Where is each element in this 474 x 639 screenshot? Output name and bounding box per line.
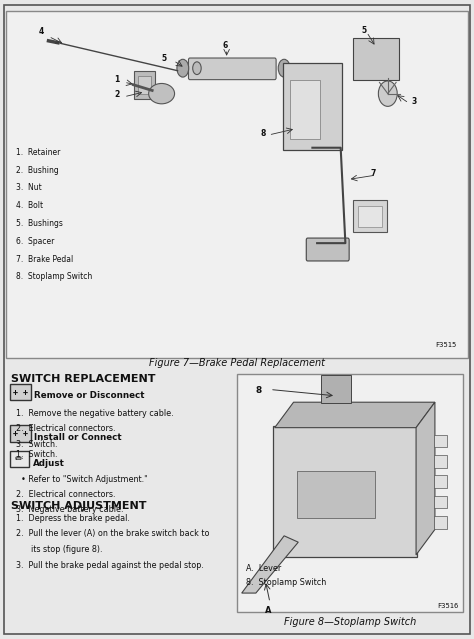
Text: • Refer to "Switch Adjustment.": • Refer to "Switch Adjustment." (16, 475, 147, 484)
Text: F3516: F3516 (437, 603, 458, 609)
FancyBboxPatch shape (435, 496, 447, 509)
FancyBboxPatch shape (435, 455, 447, 468)
Text: 2: 2 (114, 90, 119, 100)
Text: 3.  Nut: 3. Nut (16, 183, 41, 192)
FancyBboxPatch shape (297, 471, 374, 518)
FancyBboxPatch shape (290, 80, 320, 139)
Text: 2.  Pull the lever (A) on the brake switch back to: 2. Pull the lever (A) on the brake switc… (16, 530, 209, 539)
Text: 5: 5 (162, 54, 166, 63)
FancyBboxPatch shape (189, 58, 276, 80)
FancyBboxPatch shape (134, 71, 155, 99)
Text: 2.  Electrical connectors.: 2. Electrical connectors. (16, 424, 115, 433)
Polygon shape (242, 536, 298, 593)
Text: 8: 8 (260, 128, 265, 137)
Text: 3.  Negative battery cable.: 3. Negative battery cable. (16, 505, 123, 514)
FancyBboxPatch shape (137, 77, 151, 95)
Text: 1.  Switch.: 1. Switch. (16, 450, 57, 459)
Text: 3: 3 (411, 96, 416, 106)
Text: 1.  Depress the brake pedal.: 1. Depress the brake pedal. (16, 514, 129, 523)
FancyBboxPatch shape (354, 200, 387, 233)
Ellipse shape (193, 62, 201, 75)
Text: 2.  Bushing: 2. Bushing (16, 166, 58, 174)
Text: ✏: ✏ (15, 454, 23, 464)
Text: 4.  Bolt: 4. Bolt (16, 201, 43, 210)
Text: 4: 4 (39, 27, 44, 36)
Text: 1: 1 (114, 75, 119, 84)
FancyBboxPatch shape (321, 376, 351, 403)
Text: + +: + + (13, 429, 28, 438)
Text: Figure 7—Brake Pedal Replacement: Figure 7—Brake Pedal Replacement (149, 358, 325, 367)
FancyBboxPatch shape (6, 11, 468, 358)
Text: 5: 5 (362, 26, 367, 35)
Ellipse shape (278, 59, 290, 77)
Text: its stop (figure 8).: its stop (figure 8). (16, 545, 102, 555)
FancyBboxPatch shape (354, 38, 399, 80)
Text: Remove or Disconnect: Remove or Disconnect (35, 391, 145, 401)
FancyBboxPatch shape (435, 516, 447, 529)
Text: 7: 7 (371, 169, 376, 178)
Text: 8.  Stoplamp Switch: 8. Stoplamp Switch (246, 578, 327, 587)
Text: 3.  Switch.: 3. Switch. (16, 440, 57, 449)
Ellipse shape (378, 81, 397, 106)
FancyBboxPatch shape (10, 425, 31, 442)
Text: 8: 8 (256, 387, 262, 396)
Ellipse shape (149, 84, 174, 104)
Text: 5.  Bushings: 5. Bushings (16, 219, 63, 228)
FancyBboxPatch shape (306, 238, 349, 261)
Text: A.  Lever: A. Lever (246, 564, 282, 573)
Text: 1.  Retainer: 1. Retainer (16, 148, 60, 157)
Text: F3515: F3515 (435, 342, 456, 348)
Text: 6: 6 (223, 42, 228, 50)
Text: Adjust: Adjust (33, 459, 64, 468)
Text: 8.  Stoplamp Switch: 8. Stoplamp Switch (16, 272, 92, 281)
FancyBboxPatch shape (10, 384, 31, 400)
Text: A: A (265, 606, 272, 615)
Polygon shape (416, 402, 435, 555)
FancyBboxPatch shape (435, 435, 447, 447)
Text: Install or Connect: Install or Connect (35, 433, 122, 442)
Text: 1.  Remove the negative battery cable.: 1. Remove the negative battery cable. (16, 408, 173, 417)
FancyBboxPatch shape (237, 374, 463, 612)
FancyBboxPatch shape (283, 63, 342, 150)
FancyBboxPatch shape (10, 450, 29, 467)
Text: 6.  Spacer: 6. Spacer (16, 237, 54, 246)
Ellipse shape (177, 59, 189, 77)
Text: 7.  Brake Pedal: 7. Brake Pedal (16, 254, 73, 264)
Text: Figure 8—Stoplamp Switch: Figure 8—Stoplamp Switch (284, 617, 416, 627)
Polygon shape (275, 402, 435, 427)
Text: SWITCH REPLACEMENT: SWITCH REPLACEMENT (11, 374, 155, 383)
Text: 3.  Pull the brake pedal against the pedal stop.: 3. Pull the brake pedal against the peda… (16, 561, 203, 570)
FancyBboxPatch shape (435, 475, 447, 488)
Text: + +: + + (13, 387, 28, 397)
Text: SWITCH ADJUSTMENT: SWITCH ADJUSTMENT (11, 501, 146, 511)
FancyBboxPatch shape (357, 206, 382, 227)
Text: 2.  Electrical connectors.: 2. Electrical connectors. (16, 490, 115, 499)
FancyBboxPatch shape (273, 426, 418, 557)
